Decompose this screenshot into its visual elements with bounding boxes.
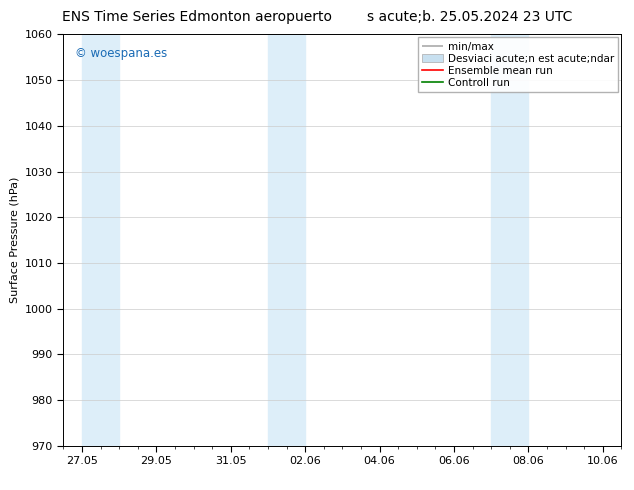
Legend: min/max, Desviaci acute;n est acute;ndar, Ensemble mean run, Controll run: min/max, Desviaci acute;n est acute;ndar…	[418, 37, 618, 92]
Bar	[82, 34, 119, 446]
Bar	[491, 34, 528, 446]
Bar	[268, 34, 305, 446]
Text: © woespana.es: © woespana.es	[75, 47, 167, 60]
Text: ENS Time Series Edmonton aeropuerto        s acute;b. 25.05.2024 23 UTC: ENS Time Series Edmonton aeropuerto s ac…	[61, 10, 573, 24]
Y-axis label: Surface Pressure (hPa): Surface Pressure (hPa)	[10, 177, 19, 303]
